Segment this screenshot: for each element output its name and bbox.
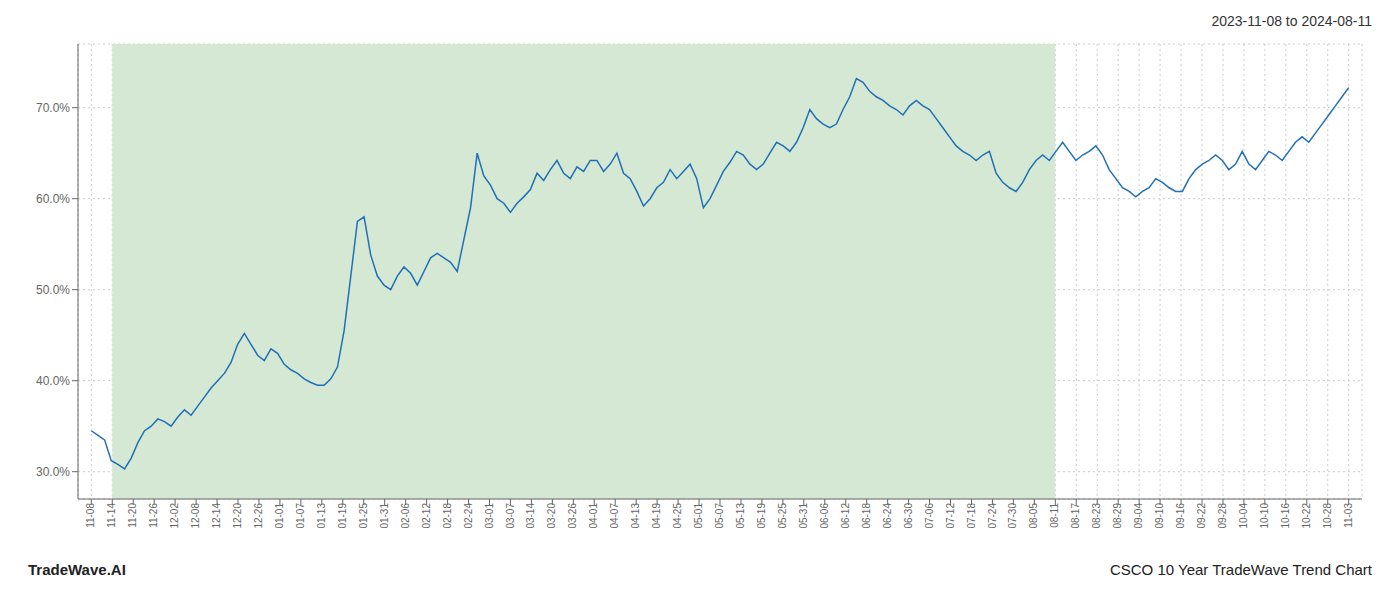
svg-text:04-13: 04-13 [630,503,641,529]
svg-text:04-01: 04-01 [588,503,599,529]
svg-text:03-20: 03-20 [546,503,557,529]
svg-text:40.0%: 40.0% [36,374,70,388]
html-text:CSCO 10 Year TradeWave Trend C: CSCO 10 Year TradeWave Trend Chart [1109,560,1372,578]
svg-text:06-24: 06-24 [882,503,893,529]
svg-text:05-25: 05-25 [777,503,788,529]
svg-text:02-18: 02-18 [442,503,453,529]
svg-text:60.0%: 60.0% [36,192,70,206]
svg-text:01-13: 01-13 [316,503,327,529]
svg-text:07-06: 07-06 [924,503,935,529]
svg-text:11-26: 11-26 [148,503,159,528]
svg-text:70.0%: 70.0% [36,101,70,115]
svg-text:10-10: 10-10 [1259,503,1270,529]
svg-text:04-25: 04-25 [672,503,683,529]
svg-text:12-20: 12-20 [232,503,243,529]
svg-text:11-03: 11-03 [1343,503,1354,528]
svg-text:03-01: 03-01 [484,503,495,529]
svg-text:03-07: 03-07 [505,503,516,529]
svg-text:07-30: 07-30 [1007,503,1018,529]
svg-text:11-14: 11-14 [106,503,117,528]
svg-text:07-18: 07-18 [966,503,977,529]
html-text:2023-11-08 to 2024-08-11: 2023-11-08 to 2024-08-11 [1211,13,1372,29]
svg-text:09-04: 09-04 [1133,503,1144,529]
svg-text:10-04: 10-04 [1238,503,1249,529]
svg-text:06-12: 06-12 [840,503,851,529]
svg-text:08-17: 08-17 [1070,503,1081,529]
svg-text:01-31: 01-31 [379,503,390,529]
svg-text:07-24: 07-24 [987,503,998,529]
svg-text:10-28: 10-28 [1322,503,1333,529]
svg-text:10-16: 10-16 [1280,503,1291,529]
svg-text:11-08: 11-08 [85,503,96,528]
svg-text:06-18: 06-18 [861,503,872,529]
svg-text:10-22: 10-22 [1301,503,1312,529]
svg-text:12-14: 12-14 [211,503,222,529]
html-text:TradeWave.AI: TradeWave.AI [28,560,126,578]
svg-text:06-06: 06-06 [819,503,830,529]
svg-text:09-22: 09-22 [1196,503,1207,529]
svg-text:01-01: 01-01 [274,503,285,529]
svg-text:05-01: 05-01 [693,503,704,529]
svg-text:05-13: 05-13 [735,503,746,529]
svg-text:12-08: 12-08 [190,503,201,529]
svg-text:01-07: 01-07 [295,503,306,529]
svg-text:50.0%: 50.0% [36,283,70,297]
svg-text:09-10: 09-10 [1154,503,1165,529]
svg-text:01-25: 01-25 [358,503,369,529]
svg-text:09-16: 09-16 [1175,503,1186,529]
svg-text:08-05: 08-05 [1028,503,1039,529]
svg-text:30.0%: 30.0% [36,465,70,479]
svg-text:04-19: 04-19 [651,503,662,529]
svg-text:02-24: 02-24 [463,503,474,529]
svg-text:09-28: 09-28 [1217,503,1228,529]
svg-text:07-12: 07-12 [945,503,956,529]
svg-text:05-07: 05-07 [714,503,725,529]
svg-text:03-26: 03-26 [567,503,578,529]
svg-text:12-26: 12-26 [253,503,264,529]
svg-text:08-23: 08-23 [1091,503,1102,529]
svg-text:02-12: 02-12 [421,503,432,529]
svg-text:08-11: 08-11 [1049,503,1060,528]
svg-text:05-19: 05-19 [756,503,767,529]
svg-text:04-07: 04-07 [609,503,620,529]
svg-text:06-30: 06-30 [903,503,914,529]
svg-text:08-29: 08-29 [1112,503,1123,529]
svg-text:05-31: 05-31 [798,503,809,529]
svg-text:02-06: 02-06 [400,503,411,529]
svg-text:03-14: 03-14 [525,503,536,529]
svg-text:01-19: 01-19 [337,503,348,529]
svg-text:12-02: 12-02 [169,503,180,529]
svg-text:11-20: 11-20 [127,503,138,528]
